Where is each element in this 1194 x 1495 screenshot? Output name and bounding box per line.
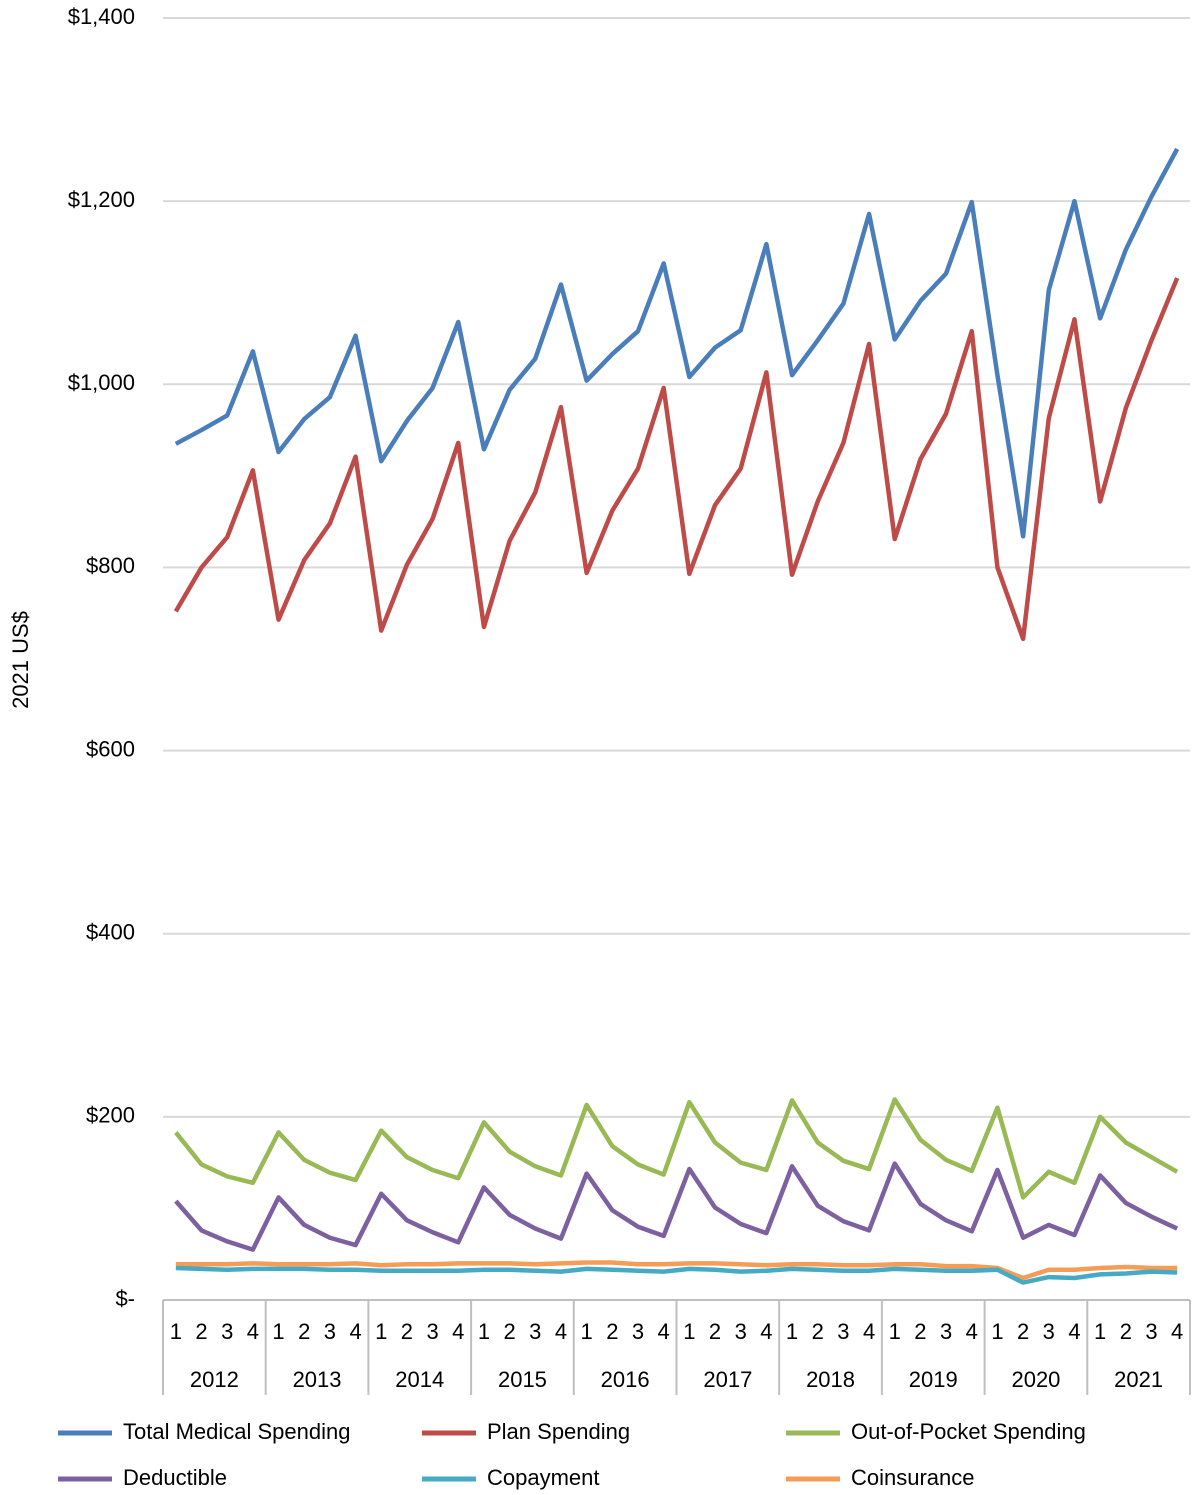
x-tick-label: 2 [401, 1319, 413, 1344]
x-group-label: 2014 [395, 1367, 444, 1392]
x-tick-label: 1 [272, 1319, 284, 1344]
x-tick-label: 2 [1017, 1319, 1029, 1344]
x-tick-label: 3 [426, 1319, 438, 1344]
y-tick-label: $400 [86, 920, 135, 945]
y-tick-label: $800 [86, 553, 135, 578]
x-tick-label: 3 [221, 1319, 233, 1344]
y-tick-label: $600 [86, 736, 135, 761]
x-tick-label: 3 [324, 1319, 336, 1344]
legend-label: Coinsurance [851, 1465, 975, 1490]
x-group-label: 2017 [703, 1367, 752, 1392]
x-tick-label: 3 [837, 1319, 849, 1344]
y-tick-label: $1,400 [68, 4, 135, 29]
x-tick-label: 1 [478, 1319, 490, 1344]
series-line [174, 147, 1180, 539]
x-tick-label: 3 [529, 1319, 541, 1344]
x-tick-label: 4 [863, 1319, 875, 1344]
x-group-label: 2016 [601, 1367, 650, 1392]
x-group-label: 2012 [190, 1367, 239, 1392]
series-line [173, 277, 1180, 642]
x-tick-label: 4 [966, 1319, 978, 1344]
x-tick-label: 4 [658, 1319, 670, 1344]
x-tick-label: 2 [195, 1319, 207, 1344]
x-tick-label: 1 [170, 1319, 182, 1344]
x-tick-label: 4 [1068, 1319, 1080, 1344]
legend-label: Copayment [487, 1465, 600, 1490]
x-tick-label: 1 [581, 1319, 593, 1344]
legend-label: Deductible [123, 1465, 227, 1490]
x-tick-label: 4 [555, 1319, 567, 1344]
x-tick-label: 4 [760, 1319, 772, 1344]
y-axis-label: 2021 US$ [8, 611, 33, 709]
x-tick-label: 2 [1120, 1319, 1132, 1344]
x-tick-label: 1 [1094, 1319, 1106, 1344]
x-tick-label: 3 [632, 1319, 644, 1344]
x-tick-label: 4 [349, 1319, 361, 1344]
x-tick-label: 4 [1171, 1319, 1183, 1344]
legend-label: Total Medical Spending [123, 1419, 350, 1444]
x-tick-label: 4 [247, 1319, 259, 1344]
series-line [175, 1265, 1178, 1285]
y-tick-label: $1,200 [68, 187, 135, 212]
x-tick-label: 3 [735, 1319, 747, 1344]
series-line [175, 1260, 1178, 1281]
x-tick-label: 1 [889, 1319, 901, 1344]
x-tick-label: 1 [991, 1319, 1003, 1344]
y-tick-label: $- [115, 1286, 135, 1311]
x-tick-label: 3 [1145, 1319, 1157, 1344]
x-tick-label: 2 [298, 1319, 310, 1344]
x-group-label: 2015 [498, 1367, 547, 1392]
x-tick-label: 1 [375, 1319, 387, 1344]
y-tick-label: $1,000 [68, 370, 135, 395]
x-tick-label: 4 [452, 1319, 464, 1344]
x-tick-label: 2 [812, 1319, 824, 1344]
series-line [174, 1097, 1179, 1200]
legend-label: Out-of-Pocket Spending [851, 1419, 1086, 1444]
x-tick-label: 2 [503, 1319, 515, 1344]
x-tick-label: 2 [606, 1319, 618, 1344]
series-line [174, 1161, 1179, 1252]
x-tick-label: 1 [786, 1319, 798, 1344]
legend-label: Plan Spending [487, 1419, 630, 1444]
x-group-label: 2021 [1114, 1367, 1163, 1392]
x-tick-label: 2 [914, 1319, 926, 1344]
x-group-label: 2020 [1011, 1367, 1060, 1392]
x-group-label: 2019 [909, 1367, 958, 1392]
x-group-label: 2018 [806, 1367, 855, 1392]
x-group-label: 2013 [293, 1367, 342, 1392]
x-tick-label: 3 [1043, 1319, 1055, 1344]
x-tick-label: 2 [709, 1319, 721, 1344]
x-tick-label: 3 [940, 1319, 952, 1344]
y-tick-label: $200 [86, 1103, 135, 1128]
x-tick-label: 1 [683, 1319, 695, 1344]
